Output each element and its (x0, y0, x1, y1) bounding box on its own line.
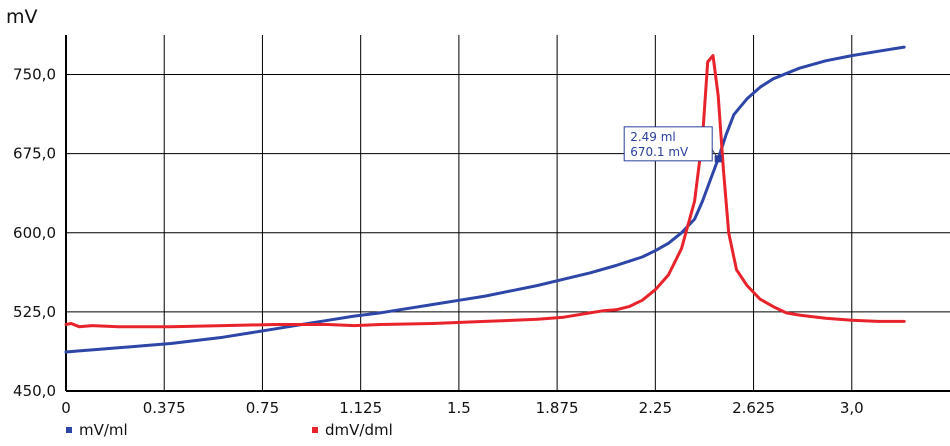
y-tick-label: 600,0 (13, 224, 56, 242)
x-tick-label: 1.125 (339, 399, 382, 417)
x-tick-label: 2.625 (732, 399, 775, 417)
annotation-marker (714, 155, 722, 163)
y-tick-label: 750,0 (13, 66, 56, 84)
x-tick-label: 0.75 (246, 399, 279, 417)
x-tick-label: 1.875 (536, 399, 579, 417)
x-tick-label: 0 (61, 399, 71, 417)
x-tick-label: 3,0 (840, 399, 864, 417)
legend-swatch (312, 427, 318, 433)
y-tick-label: 675,0 (13, 145, 56, 163)
x-tick-label: 2.25 (639, 399, 672, 417)
annotation-box (623, 126, 713, 162)
series-mv-ml-line (64, 45, 906, 354)
horizontal-gridlines (66, 74, 950, 313)
legend: mV/ml dmV/dml (66, 421, 393, 439)
legend-label: mV/ml (79, 421, 128, 439)
y-axis-unit-label: mV (6, 6, 38, 28)
x-tick-labels: 0 0.375 0.75 1.125 1.5 1.875 2.25 2.625 3,0 (61, 399, 863, 417)
legend-label: dmV/dml (325, 421, 393, 439)
series-lines (64, 45, 906, 354)
annotation-text: 2.49 ml (630, 130, 676, 144)
x-tick-label: 0.375 (143, 399, 186, 417)
x-tick-label: 1.5 (447, 399, 471, 417)
legend-swatch (66, 427, 72, 433)
y-tick-label: 525,0 (13, 303, 56, 321)
vertical-gridlines (163, 35, 853, 391)
series-dmv-dml-line (64, 54, 906, 329)
annotation-text: 670.1 mV (630, 145, 689, 159)
y-tick-labels: 450,0 525,0 600,0 675,0 750,0 (13, 66, 56, 400)
y-tick-label: 450,0 (13, 382, 56, 400)
